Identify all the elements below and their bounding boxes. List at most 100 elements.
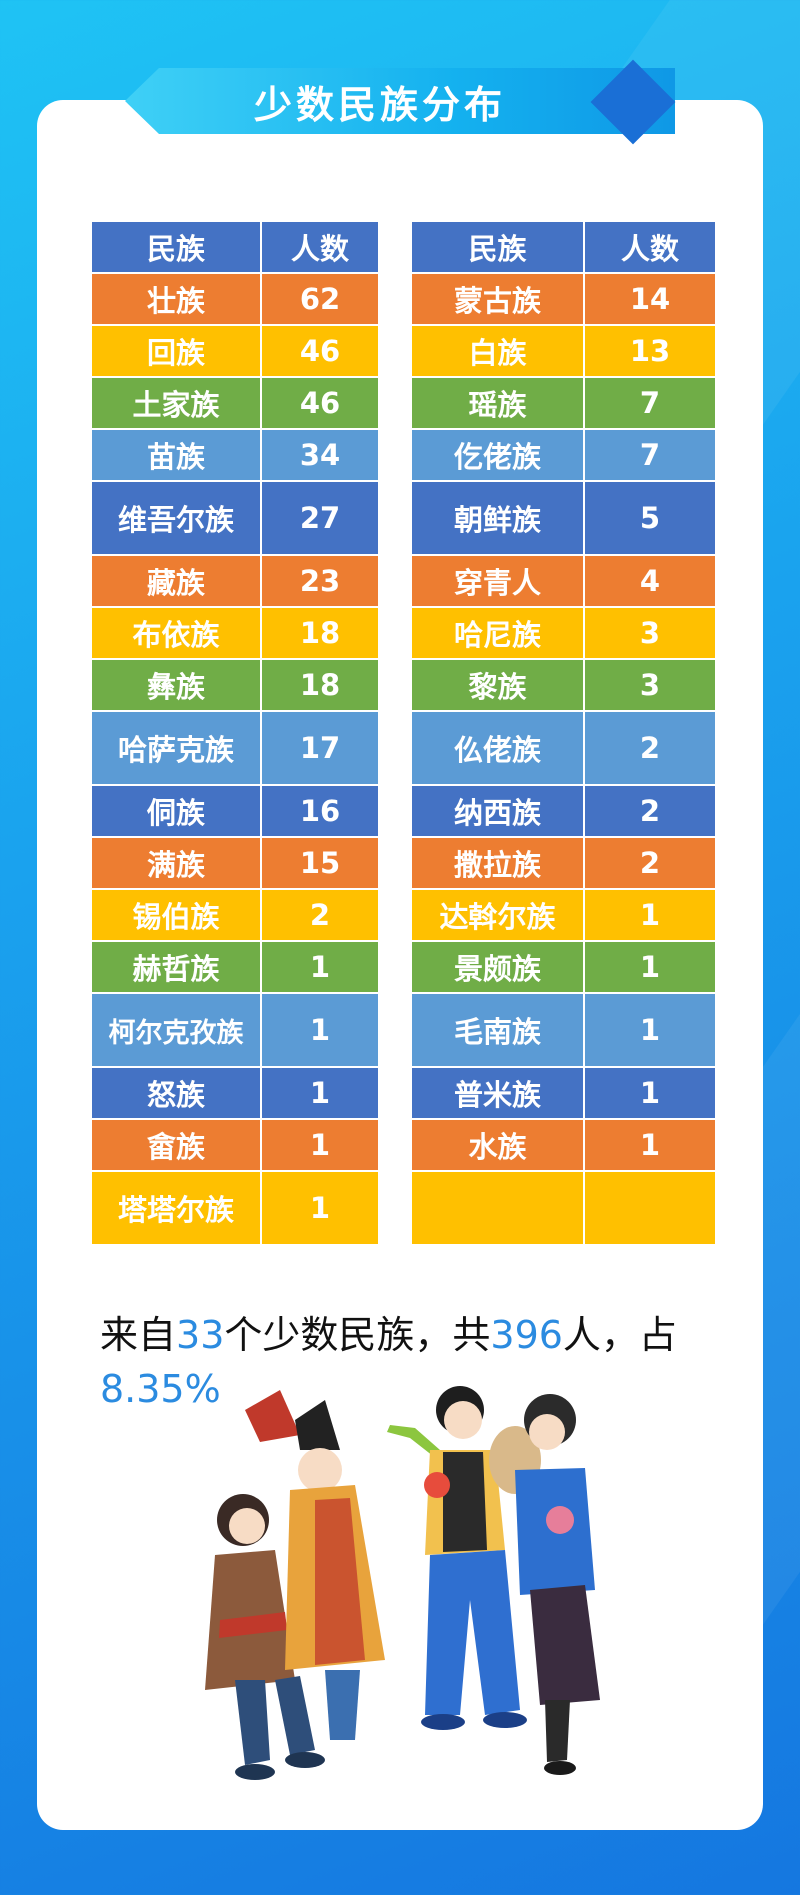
ethnicity-name-cell: 瑶族	[410, 376, 585, 430]
ethnicity-name-cell: 畲族	[90, 1118, 262, 1172]
ethnicity-name-cell: 赫哲族	[90, 940, 262, 994]
table-row: 赫哲族 1	[90, 940, 380, 994]
table-row: 仡佬族 7	[410, 428, 717, 482]
ethnicity-count-cell: 1	[260, 1118, 380, 1172]
summary-middle: 个少数民族，共	[224, 1313, 491, 1357]
table-row: 水族 1	[410, 1118, 717, 1172]
ethnicity-count-cell: 1	[583, 888, 717, 942]
table-row: 彝族 18	[90, 658, 380, 712]
summary-percent: 8.35%	[100, 1367, 221, 1411]
ethnicity-count-cell: 62	[260, 272, 380, 326]
ethnicity-count-cell: 1	[583, 1066, 717, 1120]
ethnicity-count-cell: 1	[583, 992, 717, 1068]
ethnic-table-right: 民族 人数 蒙古族 14 白族 13 瑶族 7 仡佬族 7 朝鲜族 5 穿青人 4 哈尼族 3 黎族 3 仫佬族 2 纳…	[410, 220, 717, 1246]
table-row: 回族 46	[90, 324, 380, 378]
ethnicity-name-cell: 水族	[410, 1118, 585, 1172]
ethnicity-name-cell: 塔塔尔族	[90, 1170, 262, 1246]
table-row: 纳西族 2	[410, 784, 717, 838]
title-banner: 少数民族分布	[125, 68, 675, 134]
table-header-row: 民族 人数	[410, 220, 717, 274]
ethnicity-count-cell: 46	[260, 324, 380, 378]
summary-suffix: 人，占	[562, 1313, 677, 1357]
ethnicity-name-cell: 哈尼族	[410, 606, 585, 660]
table-row: 土家族 46	[90, 376, 380, 430]
table-row: 哈尼族 3	[410, 606, 717, 660]
table-row: 塔塔尔族 1	[90, 1170, 380, 1246]
table-row: 维吾尔族 27	[90, 480, 380, 556]
dancer-orange-figure	[245, 1390, 385, 1740]
table-row: 仫佬族 2	[410, 710, 717, 786]
table-row: 柯尔克孜族 1	[90, 992, 380, 1068]
ethnicity-name-cell: 藏族	[90, 554, 262, 608]
ethnicity-name-cell	[410, 1170, 585, 1246]
ethnicity-name-cell: 苗族	[90, 428, 262, 482]
column-header-ethnicity: 民族	[410, 220, 585, 274]
table-header-row: 民族 人数	[90, 220, 380, 274]
ethnicity-name-cell: 侗族	[90, 784, 262, 838]
table-row: 朝鲜族 5	[410, 480, 717, 556]
ethnicity-name-cell: 布依族	[90, 606, 262, 660]
summary-people-count: 396	[490, 1313, 563, 1357]
table-row: 普米族 1	[410, 1066, 717, 1120]
table-row: 布依族 18	[90, 606, 380, 660]
ethnicity-count-cell: 3	[583, 658, 717, 712]
ethnicity-count-cell: 15	[260, 836, 380, 890]
summary-prefix: 来自	[100, 1313, 177, 1357]
ethnicity-count-cell: 3	[583, 606, 717, 660]
ethnicity-name-cell: 普米族	[410, 1066, 585, 1120]
ethnicity-count-cell: 1	[260, 1170, 380, 1246]
table-row: 景颇族 1	[410, 940, 717, 994]
ethnicity-name-cell: 纳西族	[410, 784, 585, 838]
ethnicity-name-cell: 毛南族	[410, 992, 585, 1068]
ethnicity-name-cell: 土家族	[90, 376, 262, 430]
table-row: 侗族 16	[90, 784, 380, 838]
summary-text: 来自33个少数民族，共396人，占 8.35%	[100, 1308, 720, 1416]
ethnicity-count-cell: 2	[583, 784, 717, 838]
column-header-count: 人数	[583, 220, 717, 274]
table-row: 藏族 23	[90, 554, 380, 608]
dancer-left-figure	[205, 1494, 325, 1780]
ethnicity-count-cell: 13	[583, 324, 717, 378]
table-row: 白族 13	[410, 324, 717, 378]
column-header-ethnicity: 民族	[90, 220, 262, 274]
ethnicity-name-cell: 蒙古族	[410, 272, 585, 326]
table-row: 怒族 1	[90, 1066, 380, 1120]
ethnic-dancers-illustration	[205, 1386, 600, 1780]
ethnicity-name-cell: 彝族	[90, 658, 262, 712]
ethnicity-name-cell: 壮族	[90, 272, 262, 326]
ethnicity-count-cell: 17	[260, 710, 380, 786]
table-row	[410, 1170, 717, 1246]
table-row: 壮族 62	[90, 272, 380, 326]
ethnicity-count-cell: 18	[260, 606, 380, 660]
ethnicity-count-cell: 1	[260, 992, 380, 1068]
ethnicity-count-cell: 2	[583, 836, 717, 890]
ethnicity-count-cell: 16	[260, 784, 380, 838]
ethnicity-count-cell: 1	[583, 940, 717, 994]
ethnicity-name-cell: 撒拉族	[410, 836, 585, 890]
ethnicity-name-cell: 仡佬族	[410, 428, 585, 482]
ethnicity-name-cell: 朝鲜族	[410, 480, 585, 556]
column-header-count: 人数	[260, 220, 380, 274]
ethnicity-count-cell: 1	[260, 1066, 380, 1120]
ethnicity-name-cell: 哈萨克族	[90, 710, 262, 786]
ethnicity-count-cell: 23	[260, 554, 380, 608]
ethnicity-count-cell: 14	[583, 272, 717, 326]
table-row: 黎族 3	[410, 658, 717, 712]
ethnicity-count-cell	[583, 1170, 717, 1246]
ethnicity-name-cell: 满族	[90, 836, 262, 890]
ethnicity-name-cell: 柯尔克孜族	[90, 992, 262, 1068]
ethnicity-count-cell: 1	[260, 940, 380, 994]
table-row: 蒙古族 14	[410, 272, 717, 326]
dancer-man-figure	[387, 1386, 527, 1730]
ethnicity-name-cell: 锡伯族	[90, 888, 262, 942]
ethnicity-name-cell: 怒族	[90, 1066, 262, 1120]
ethnicity-count-cell: 46	[260, 376, 380, 430]
table-row: 满族 15	[90, 836, 380, 890]
table-row: 瑶族 7	[410, 376, 717, 430]
ethnicity-count-cell: 7	[583, 428, 717, 482]
ethnicity-count-cell: 4	[583, 554, 717, 608]
table-row: 苗族 34	[90, 428, 380, 482]
ethnicity-count-cell: 27	[260, 480, 380, 556]
ethnicity-name-cell: 达斡尔族	[410, 888, 585, 942]
ethnic-table-left: 民族 人数 壮族 62 回族 46 土家族 46 苗族 34 维吾尔族 27 藏族 23 布依族 18 彝族 18…	[90, 220, 380, 1246]
